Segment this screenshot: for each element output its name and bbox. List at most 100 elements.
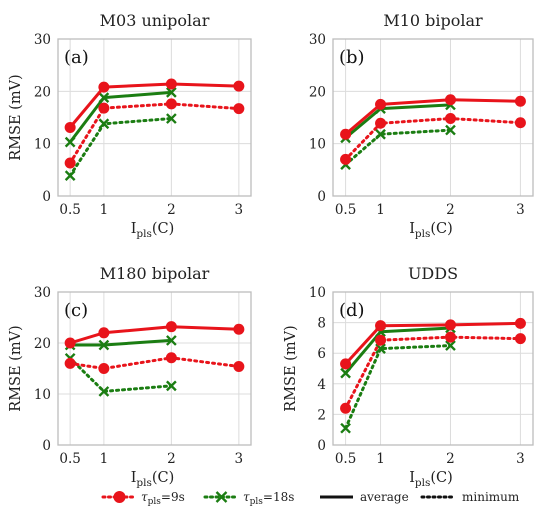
data-point (98, 327, 110, 339)
marker-stroke (340, 422, 351, 434)
marker-stroke (445, 340, 456, 351)
data-point (64, 121, 76, 133)
x-axis-label: Ipls(C) (409, 221, 453, 240)
data-point (514, 95, 526, 107)
data-point (514, 317, 526, 329)
series-line-tau-18s-minimum (68, 117, 173, 178)
data-point (165, 352, 177, 364)
x-tick-label: 2 (167, 202, 176, 218)
y-axis-label: RMSE (mV) (8, 325, 24, 411)
y-tick-label: 8 (317, 316, 326, 332)
data-point (165, 98, 177, 110)
marker-stroke (98, 118, 110, 130)
panel-label: (c) (64, 300, 88, 321)
series-line-tau-9s-average (68, 82, 239, 129)
data-point (445, 124, 456, 136)
x-tick-label: 0.5 (59, 451, 80, 467)
legend-item-tau-9s: τpls=9s (101, 490, 185, 507)
y-tick-label: 0 (42, 189, 51, 205)
chart-panel-3: 0 10 20 30 0.5 1 2 3 M180 bipolar (c) Ipls(C) RMSE … (8, 264, 252, 489)
y-tick-label: 10 (34, 387, 51, 403)
data-point (340, 358, 352, 370)
chart-title: M10 bipolar (383, 11, 483, 30)
marker-stroke (375, 343, 386, 354)
marker-stroke (98, 339, 110, 351)
data-point (166, 113, 177, 124)
marker-stroke (340, 367, 351, 379)
y-tick-label: 4 (317, 377, 326, 393)
chart-panel-4: 0 2 4 6 8 10 0.5 1 2 3 UDDS (d) Ipls(C) RMSE (mV) (283, 264, 534, 489)
data-point (64, 170, 76, 181)
data-point (375, 98, 387, 110)
marker-stroke (166, 113, 177, 124)
x-tick-label: 1 (100, 202, 109, 218)
y-tick-label: 6 (317, 346, 326, 362)
data-point (98, 81, 110, 93)
series-line-tau-9s-minimum (344, 335, 522, 410)
legend-marker-x (215, 491, 228, 503)
series-line-tau-9s-minimum (344, 117, 522, 161)
data-point (233, 360, 245, 372)
chart-title: M03 unipolar (100, 11, 210, 30)
marker-stroke (166, 335, 177, 346)
y-tick-label: 20 (34, 336, 51, 352)
x-tick-label: 0.5 (59, 202, 80, 218)
y-tick-label: 20 (309, 84, 326, 100)
marker-stroke (64, 170, 76, 181)
plot-frame (57, 38, 252, 197)
series-line-tau-18s-average (344, 326, 451, 375)
x-tick-label: 2 (167, 451, 176, 467)
marker-stroke (64, 136, 76, 148)
y-tick-label: 10 (309, 137, 326, 153)
x-tick-label: 2 (446, 202, 455, 218)
legend-label-tau-18s: τpls=18s (243, 490, 294, 507)
marker-stroke (166, 380, 177, 392)
x-tick-label: 3 (516, 202, 525, 218)
series-line-tau-9s-minimum (68, 102, 241, 165)
data-point (375, 334, 387, 346)
series-line-tau-18s-average (68, 90, 172, 144)
panel-label: (d) (339, 300, 365, 321)
data-point (98, 118, 110, 130)
y-tick-label: 2 (317, 407, 326, 423)
x-tick-label: 0.5 (335, 202, 356, 218)
data-point (165, 78, 177, 90)
data-point (444, 94, 456, 106)
series-line-tau-9s-average (344, 321, 521, 365)
data-point (98, 339, 110, 351)
chart-title: UDDS (408, 264, 458, 283)
data-point (165, 321, 177, 333)
x-axis-label: Ipls(C) (131, 470, 175, 489)
marker-stroke (445, 124, 456, 136)
data-point (444, 319, 456, 331)
x-tick-label: 1 (376, 202, 385, 218)
data-point (98, 102, 110, 114)
chart-panel-1: 0 10 20 30 0.5 1 2 3 M03 unipolar (a) Ipls(C) RMSE … (8, 11, 252, 240)
y-tick-label: 30 (34, 285, 51, 301)
plot-frame (57, 291, 252, 446)
marker-stroke (166, 87, 177, 98)
series-line-tau-18s-minimum (68, 356, 173, 393)
data-point (340, 128, 352, 140)
data-point (166, 380, 177, 392)
data-point (340, 367, 351, 379)
data-point (64, 337, 76, 349)
marker-stroke (375, 128, 386, 140)
x-tick-label: 1 (100, 451, 109, 467)
y-tick-label: 0 (42, 438, 51, 454)
chart-title: M180 bipolar (100, 264, 210, 283)
data-point (166, 335, 177, 346)
x-axis-label: Ipls(C) (131, 221, 175, 240)
marker-stroke (98, 92, 110, 103)
data-point (64, 136, 76, 148)
data-point (340, 402, 352, 414)
x-tick-label: 1 (376, 451, 385, 467)
chart-panel-2: 0 10 20 30 0.5 1 2 3 M10 bipolar (b) Ipls(C) (309, 11, 534, 240)
data-point (98, 92, 110, 103)
series-line-tau-9s-average (69, 325, 239, 345)
data-point (98, 363, 110, 374)
legend-item-minimum: minimum (420, 490, 520, 504)
data-point (64, 157, 76, 169)
series-line-tau-18s-minimum (344, 128, 452, 167)
